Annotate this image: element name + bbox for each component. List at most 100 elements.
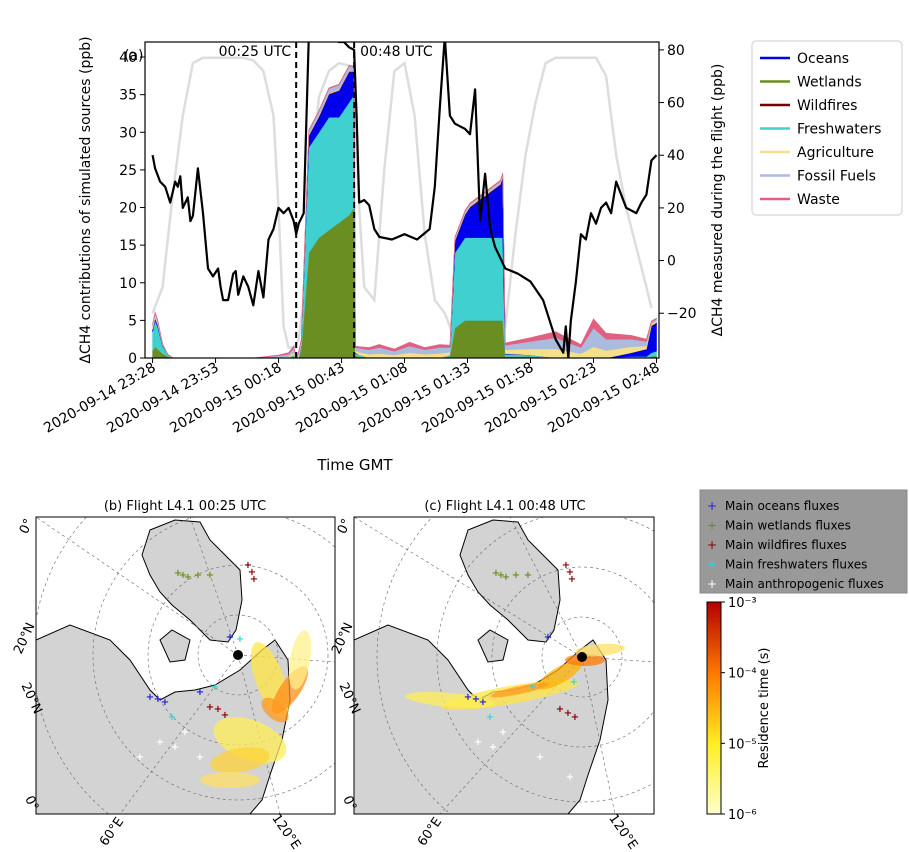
area-wetlands <box>152 206 657 358</box>
map-b-lat-label-1: 0° <box>17 517 37 537</box>
map-legend-label: Main oceans fluxes <box>725 499 839 513</box>
flux-marker: + <box>156 737 164 748</box>
flux-marker: + <box>206 570 214 581</box>
map-b-lon-label-1: 60°E <box>97 815 127 849</box>
flux-marker: + <box>556 704 564 715</box>
flux-marker: + <box>206 702 214 713</box>
flux-marker: + <box>136 752 144 763</box>
flux-marker: + <box>194 570 202 581</box>
flux-marker: + <box>489 742 497 753</box>
x-tick-label: 2020-09-15 02:23 <box>482 360 599 437</box>
y-left-tick-label: 35 <box>119 88 137 104</box>
panel-c-title: (c) Flight L4.1 00:48 UTC <box>424 499 585 514</box>
map-c-lon-label-1: 60°E <box>415 815 445 849</box>
flux-marker: + <box>564 708 572 719</box>
y-right-tick-label: 40 <box>667 148 685 164</box>
flux-markers-c: +++ + +++++ ++++ ++++++ ++++ <box>464 560 579 783</box>
panel-b-title: (b) Flight L4.1 00:25 UTC <box>104 499 266 514</box>
altitude-line <box>151 56 653 349</box>
residence-time-plume-c <box>405 643 625 711</box>
flux-marker: + <box>236 634 244 645</box>
y-right-tick-label: −20 <box>667 306 697 322</box>
legend-label: Oceans <box>797 51 849 67</box>
plume-patch <box>575 643 625 657</box>
x-tick-label: 2020-09-15 02:48 <box>545 360 662 437</box>
map-legend-marker: + <box>707 577 717 591</box>
legend-label: Wildfires <box>797 98 857 114</box>
residence-time-plume-b <box>200 630 312 788</box>
map-legend-marker: + <box>707 558 717 572</box>
y-left-axis-label: ΔCH4 contributions of simulated sources … <box>78 36 94 363</box>
x-axis-label: Time GMT <box>316 456 393 474</box>
map-legend-label: Main wildfires fluxes <box>725 538 847 552</box>
flux-marker: + <box>566 567 574 578</box>
flux-marker: + <box>244 560 252 571</box>
flux-marker: + <box>226 632 234 643</box>
flux-marker: + <box>171 742 179 753</box>
legend-label: Freshwaters <box>797 122 881 138</box>
y-left-tick-label: 10 <box>119 276 137 292</box>
plume-patch <box>288 630 312 690</box>
map-c-lon-label-2: 120°E <box>605 811 640 852</box>
panel-a-label: (a) <box>124 48 144 64</box>
colorbar-tick-label: 10⁻³ <box>728 596 757 611</box>
flux-marker: + <box>221 710 229 721</box>
flux-marker: + <box>196 752 204 763</box>
measured-ch4-line <box>151 42 658 358</box>
map-legend-label: Main anthropogenic fluxes <box>725 577 884 591</box>
axes-frame-a <box>144 41 660 359</box>
map-b-lat-label-4: 0° <box>21 794 41 814</box>
area-waste <box>152 64 657 358</box>
map-c-lat-label-1: 0° <box>335 517 355 537</box>
marker-label-2: 00:48 UTC <box>360 44 433 60</box>
x-tick-label: 2020-09-14 23:53 <box>104 360 221 437</box>
flux-marker: + <box>499 727 507 738</box>
map-flux-legend: + Main oceans fluxes + Main wetlands fluxes… <box>699 489 908 594</box>
y-right-axis-label: ΔCH4 measured during the flight (ppb) <box>710 64 726 337</box>
map-legend-label: Main freshwaters fluxes <box>725 558 867 572</box>
flux-marker: + <box>512 570 520 581</box>
flux-marker: + <box>571 712 579 723</box>
flux-marker: + <box>497 570 505 581</box>
flux-marker: + <box>568 574 576 585</box>
flux-marker: + <box>524 570 532 581</box>
x-tick-label: 2020-09-15 00:43 <box>230 360 347 437</box>
y-left-tick-label: 0 <box>128 351 137 367</box>
flux-marker: + <box>502 572 510 583</box>
flux-marker: + <box>248 567 256 578</box>
x-tick-label: 2020-09-14 23:28 <box>41 360 158 437</box>
map-legend-marker: + <box>707 538 717 552</box>
colorbar-tick-label: 10⁻⁵ <box>728 737 757 752</box>
x-tick-label: 2020-09-15 00:18 <box>167 360 284 437</box>
panel-b: (b) Flight L4.1 00:25 UTC +++ + +++++ ++++ <box>11 499 336 852</box>
flight-position-b <box>233 650 243 660</box>
flux-marker: + <box>214 704 222 715</box>
flux-marker: + <box>250 574 258 585</box>
flux-marker: + <box>486 712 494 723</box>
flux-marker: + <box>184 572 192 583</box>
area-agriculture <box>152 70 657 358</box>
flux-marker: + <box>492 568 500 579</box>
flux-marker: + <box>168 712 176 723</box>
x-tick-label: 2020-09-15 01:58 <box>419 360 536 437</box>
flux-marker: + <box>174 568 182 579</box>
y-left-tick-label: 20 <box>119 201 137 217</box>
y-left-tick-label: 5 <box>128 313 137 329</box>
plume-patch <box>261 697 289 723</box>
y-right-tick-label: 20 <box>667 201 685 217</box>
area-freshwaters <box>152 93 657 358</box>
flux-marker: + <box>154 694 162 705</box>
area-fossil-fuels <box>152 65 657 358</box>
y-left-tick-label: 25 <box>119 163 137 179</box>
plume-patch <box>405 691 495 709</box>
plume-patch <box>490 682 550 698</box>
map-frame-c <box>353 516 655 815</box>
flux-marker: + <box>570 677 578 688</box>
flux-marker: + <box>211 682 219 693</box>
area-wildfires <box>152 71 657 358</box>
flux-marker: + <box>479 697 487 708</box>
flux-marker: + <box>196 687 204 698</box>
map-b-lon-label-2: 120°E <box>268 811 303 852</box>
map-legend-marker: + <box>707 519 717 533</box>
